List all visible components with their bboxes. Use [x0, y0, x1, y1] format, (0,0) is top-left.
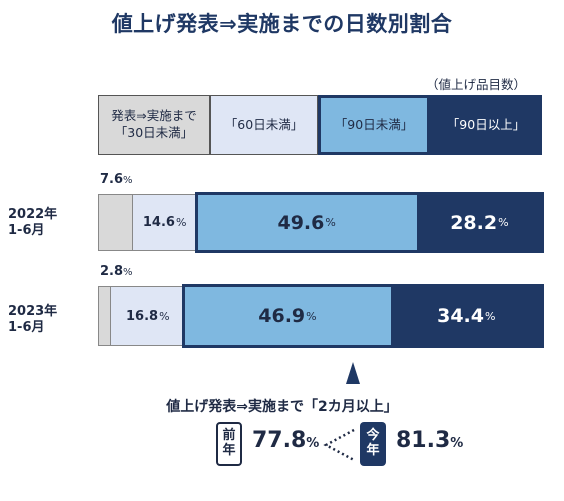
- bar-row-2022: 14.6% 49.6% 28.2%: [98, 194, 542, 251]
- legend-label: 「90日未満」: [334, 116, 414, 132]
- bar-segment-under-30: [98, 194, 132, 251]
- category-label-2023: 2023年 1-6月: [8, 304, 57, 337]
- percent-sign: %: [485, 309, 496, 323]
- percent-sign: %: [159, 309, 170, 323]
- legend-item-90-days-plus: 「90日以上」: [430, 95, 542, 155]
- legend-item-under-90-days: 「90日未満」: [318, 95, 430, 155]
- legend-item-under-60-days: 「60日未満」: [210, 95, 318, 155]
- category-label-line2: 1-6月: [8, 223, 45, 239]
- chart-title: 値上げ発表⇒実施までの日数別割合: [111, 12, 453, 36]
- bar-segment-under-90: 46.9%: [184, 286, 391, 346]
- category-label-2022: 2022年 1-6月: [8, 207, 57, 240]
- bar-segment-under-90: 49.6%: [196, 194, 417, 251]
- data-label-2022-under-30: 7.6%: [100, 172, 133, 187]
- data-label: 16.8: [126, 308, 159, 324]
- current-year-value: 81.3%: [396, 428, 464, 453]
- legend-item-under-30-days: 発表⇒実施まで 「30日未満」: [98, 95, 210, 155]
- dotted-arrow-icon: [323, 428, 355, 462]
- percent-sign: %: [325, 216, 336, 229]
- data-label: 46.9: [258, 305, 306, 327]
- data-label: 34.4: [437, 305, 484, 327]
- data-label-2023-under-30: 2.8%: [100, 264, 133, 279]
- category-label-line1: 2022年: [8, 207, 58, 222]
- bar-segment-under-60: 16.8%: [110, 286, 185, 346]
- legend-label-line2: 「30日未満」: [114, 125, 194, 140]
- legend-label-line1: 発表⇒実施まで: [111, 108, 197, 124]
- category-label-line2: 1-6月: [8, 320, 45, 336]
- legend: 発表⇒実施まで 「30日未満」 「60日未満」 「90日未満」 「90日以上」: [98, 95, 542, 155]
- current-year-badge: 今 年: [360, 422, 386, 466]
- percent-sign: %: [175, 216, 187, 229]
- summary-title: 値上げ発表⇒実施まで「2カ月以上」: [166, 399, 398, 415]
- bar-segment-90-plus: 34.4%: [390, 286, 542, 346]
- prev-year-value: 77.8%: [252, 428, 320, 453]
- legend-label: 「60日未満」: [224, 116, 304, 132]
- bar-segment-under-60: 14.6%: [131, 194, 197, 251]
- up-arrow-icon: [346, 362, 360, 384]
- bar-segment-90-plus: 28.2%: [416, 194, 542, 251]
- category-label-line1: 2023年: [8, 304, 58, 319]
- percent-sign: %: [306, 309, 317, 323]
- data-label: 28.2: [450, 211, 498, 234]
- unit-note: （値上げ品目数）: [425, 77, 526, 92]
- prev-year-badge: 前 年: [216, 422, 242, 466]
- bar-row-2023: 16.8% 46.9% 34.4%: [98, 286, 542, 346]
- data-label: 14.6: [142, 215, 175, 230]
- percent-sign: %: [498, 216, 509, 229]
- legend-label: 「90日以上」: [446, 116, 526, 132]
- bar-segment-under-30: [98, 286, 111, 346]
- data-label: 49.6: [277, 211, 325, 234]
